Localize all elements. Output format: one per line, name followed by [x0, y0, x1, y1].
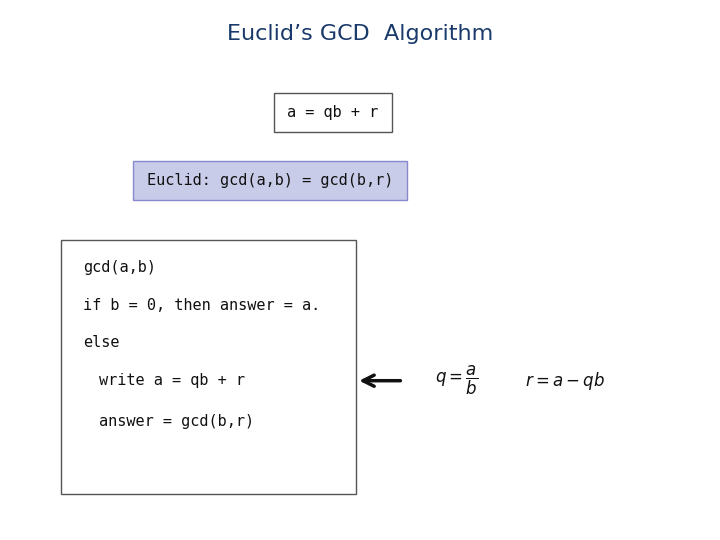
Text: $r = a - qb$: $r = a - qb$: [525, 370, 606, 392]
FancyBboxPatch shape: [274, 93, 392, 132]
Text: if b = 0, then answer = a.: if b = 0, then answer = a.: [83, 298, 320, 313]
FancyBboxPatch shape: [133, 161, 407, 200]
Text: answer = gcd(b,r): answer = gcd(b,r): [99, 414, 254, 429]
Text: Euclid: gcd(a,b) = gcd(b,r): Euclid: gcd(a,b) = gcd(b,r): [147, 173, 393, 188]
Text: a = qb + r: a = qb + r: [287, 105, 379, 120]
Text: $q = \dfrac{a}{b}$: $q = \dfrac{a}{b}$: [436, 364, 479, 397]
FancyBboxPatch shape: [61, 240, 356, 494]
Text: write a = qb + r: write a = qb + r: [99, 373, 246, 388]
Text: gcd(a,b): gcd(a,b): [83, 260, 156, 275]
Text: Euclid’s GCD  Algorithm: Euclid’s GCD Algorithm: [227, 24, 493, 44]
Text: else: else: [83, 335, 120, 350]
